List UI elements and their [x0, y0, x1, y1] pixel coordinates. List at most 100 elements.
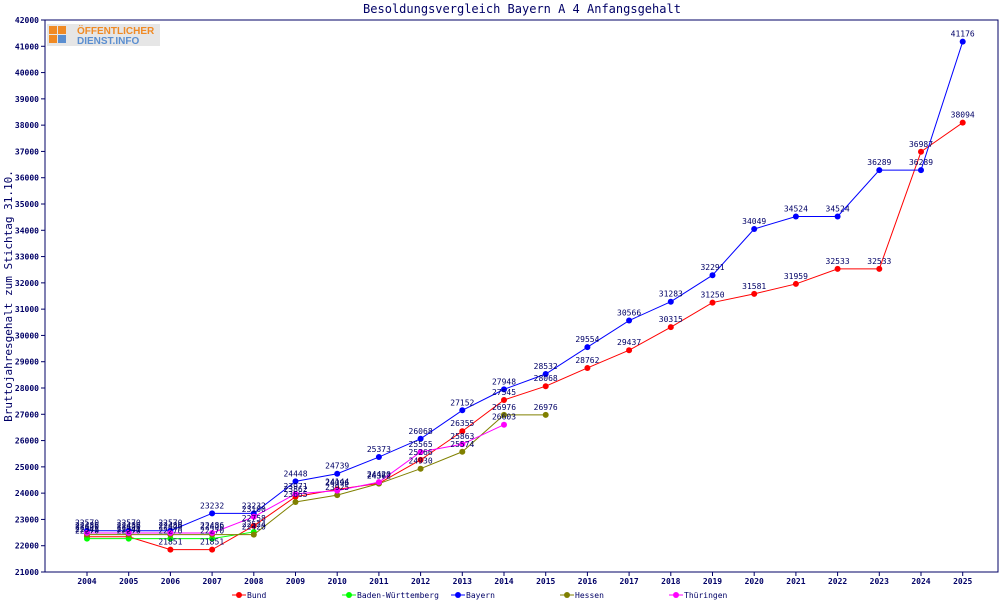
- data-label: 22270: [158, 527, 182, 536]
- data-label: 23665: [283, 490, 307, 499]
- data-point: [709, 272, 716, 279]
- data-point: [584, 364, 591, 371]
- legend-marker: [236, 592, 242, 598]
- x-tick-label: 2023: [870, 577, 889, 586]
- data-label: 34524: [784, 205, 808, 214]
- data-point: [459, 407, 466, 414]
- x-tick-label: 2021: [786, 577, 805, 586]
- data-label: 30566: [617, 309, 641, 318]
- data-label: 23862: [283, 485, 307, 494]
- x-tick-label: 2006: [161, 577, 180, 586]
- y-tick-label: 42000: [15, 16, 39, 25]
- x-tick-label: 2014: [494, 577, 513, 586]
- data-label: 25373: [367, 445, 391, 454]
- data-label: 22420: [200, 523, 224, 532]
- data-label: 24372: [367, 471, 391, 480]
- data-point: [751, 290, 758, 297]
- data-label: 22486: [75, 521, 99, 530]
- data-point: [542, 383, 549, 390]
- y-tick-label: 32000: [15, 279, 39, 288]
- data-label: 22420: [75, 523, 99, 532]
- y-tick-label: 23000: [15, 515, 39, 524]
- series-line: [87, 41, 964, 532]
- data-point: [959, 119, 966, 126]
- data-label: 23971: [283, 482, 307, 491]
- data-label: 24096: [325, 479, 349, 488]
- data-label: 22486: [117, 521, 141, 530]
- data-point: [459, 448, 466, 455]
- data-point: [125, 529, 132, 536]
- y-tick-label: 26000: [15, 437, 39, 446]
- legend-marker: [673, 592, 679, 598]
- data-point: [417, 435, 424, 442]
- data-point: [918, 167, 924, 174]
- data-label: 27948: [492, 377, 516, 386]
- data-label: 29554: [575, 335, 599, 344]
- y-tick-label: 31000: [15, 305, 39, 314]
- x-tick-label: 2007: [202, 577, 221, 586]
- data-point: [375, 479, 382, 486]
- data-label: 41176: [951, 30, 975, 39]
- data-label: 22270: [75, 527, 99, 536]
- data-label: 26068: [409, 427, 433, 436]
- data-point: [250, 531, 257, 538]
- data-label: 28762: [575, 356, 599, 365]
- y-axis-label: Bruttojahresgehalt zum Stichtag 31.10.: [2, 170, 15, 422]
- data-point: [334, 487, 341, 494]
- x-tick-label: 2018: [661, 577, 680, 586]
- x-tick-label: 2012: [411, 577, 430, 586]
- data-label: 27545: [492, 388, 516, 397]
- data-point: [501, 396, 507, 403]
- series-layer: [84, 38, 966, 553]
- legend-label: Bayern: [466, 591, 495, 600]
- data-point: [375, 454, 382, 461]
- data-point: [250, 522, 257, 529]
- data-label: 31283: [659, 290, 683, 299]
- legend-marker: [564, 592, 570, 598]
- data-point: [292, 498, 299, 505]
- data-label: 25565: [409, 440, 433, 449]
- data-point: [584, 344, 591, 351]
- data-point: [250, 513, 257, 520]
- y-tick-label: 30000: [15, 331, 39, 340]
- series-line: [87, 414, 546, 536]
- data-label: 31250: [700, 291, 724, 300]
- data-point: [667, 298, 674, 305]
- data-label: 22570: [158, 519, 182, 528]
- x-tick-label: 2025: [953, 577, 972, 586]
- y-tick-label: 25000: [15, 463, 39, 472]
- data-label: 25574: [450, 440, 474, 449]
- data-label: 26976: [492, 403, 516, 412]
- y-tick-label: 28000: [15, 384, 39, 393]
- series-line: [87, 122, 963, 551]
- data-point: [292, 490, 299, 497]
- site-logo: ÖFFENTLICHER DIENST.INFO: [47, 24, 160, 47]
- y-tick-label: 34000: [15, 226, 39, 235]
- data-label: 32533: [867, 257, 891, 266]
- data-point: [292, 478, 299, 485]
- data-label: 22758: [242, 514, 266, 523]
- y-tick-label: 33000: [15, 253, 39, 262]
- data-labels: 22341 22341 21851 21851 22758 23862 24144 24372…: [75, 30, 975, 547]
- x-tick-label: 2013: [453, 577, 472, 586]
- data-label: 26603: [492, 413, 516, 422]
- y-tick-label: 41000: [15, 42, 39, 51]
- data-label: 32291: [700, 263, 724, 272]
- data-label: 22420: [242, 523, 266, 532]
- data-label: 31959: [784, 272, 808, 281]
- data-point: [667, 324, 674, 331]
- data-point: [334, 470, 341, 477]
- data-label: 22486: [200, 521, 224, 530]
- data-label: 22570: [117, 519, 141, 528]
- chart-title: Besoldungsvergleich Bayern A 4 Anfangsge…: [363, 2, 681, 16]
- data-label: 31581: [742, 282, 766, 291]
- data-point: [501, 386, 507, 393]
- y-tick-label: 35000: [15, 200, 39, 209]
- data-label: 22341: [117, 525, 141, 534]
- data-point: [792, 280, 799, 287]
- x-tick-label: 2008: [244, 577, 263, 586]
- legend-label: Hessen: [575, 591, 604, 600]
- data-label: 34524: [826, 205, 850, 214]
- data-point: [626, 317, 633, 324]
- data-point: [542, 371, 549, 378]
